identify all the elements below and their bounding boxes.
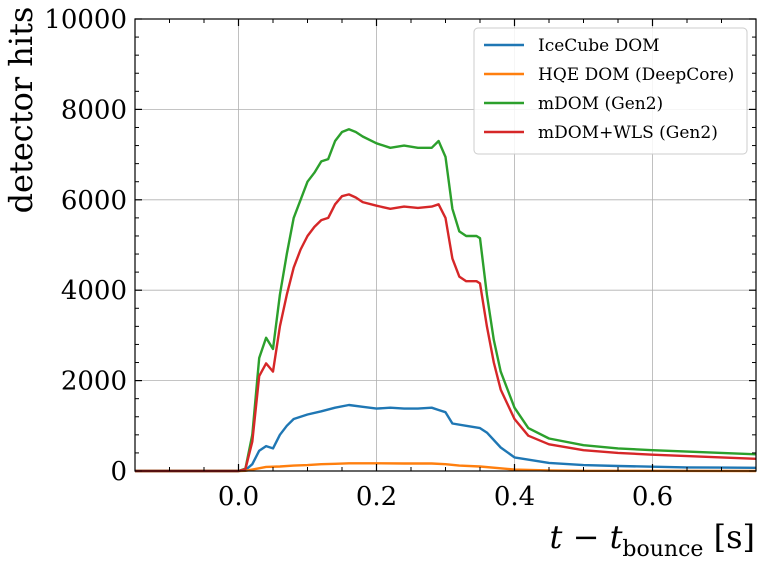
legend-label: IceCube DOM [538,36,660,56]
y-tick-label: 8000 [61,95,127,125]
x-axis-label: t − tbounce [s] [550,518,755,562]
x-axis-label-unit: [s] [703,518,755,556]
legend-label: HQE DOM (DeepCore) [538,65,734,85]
y-axis-label: detector hits [2,7,40,214]
series-line-2 [135,462,757,473]
x-tick-label: 0.6 [632,482,673,512]
y-tick-label: 10000 [44,5,127,35]
axis-ticks: 0.0 0.2 0.4 0.6 0 2000 4000 6000 8000 10000 [44,5,757,512]
y-tick-label: 6000 [61,186,127,216]
x-axis-label-subscript: bounce [622,537,703,562]
legend-label: mDOM (Gen2) [538,94,663,114]
legend-box [473,27,748,155]
legend: IceCube DOM HQE DOM (DeepCore) mDOM (Gen2)… [473,27,748,155]
legend-label: mDOM+WLS (Gen2) [538,123,718,143]
series-line-1 [135,403,757,473]
x-tick-label: 0.2 [356,482,397,512]
series-lines [135,128,757,473]
x-tick-label: 0.0 [218,482,259,512]
y-tick-label: 4000 [61,276,127,306]
y-tick-label: 2000 [61,367,127,397]
series-line-3 [135,128,757,473]
x-tick-label: 0.4 [494,482,535,512]
series-line-4 [135,193,757,473]
x-axis-label-main: t − t [550,518,623,556]
y-tick-label: 0 [110,457,127,487]
